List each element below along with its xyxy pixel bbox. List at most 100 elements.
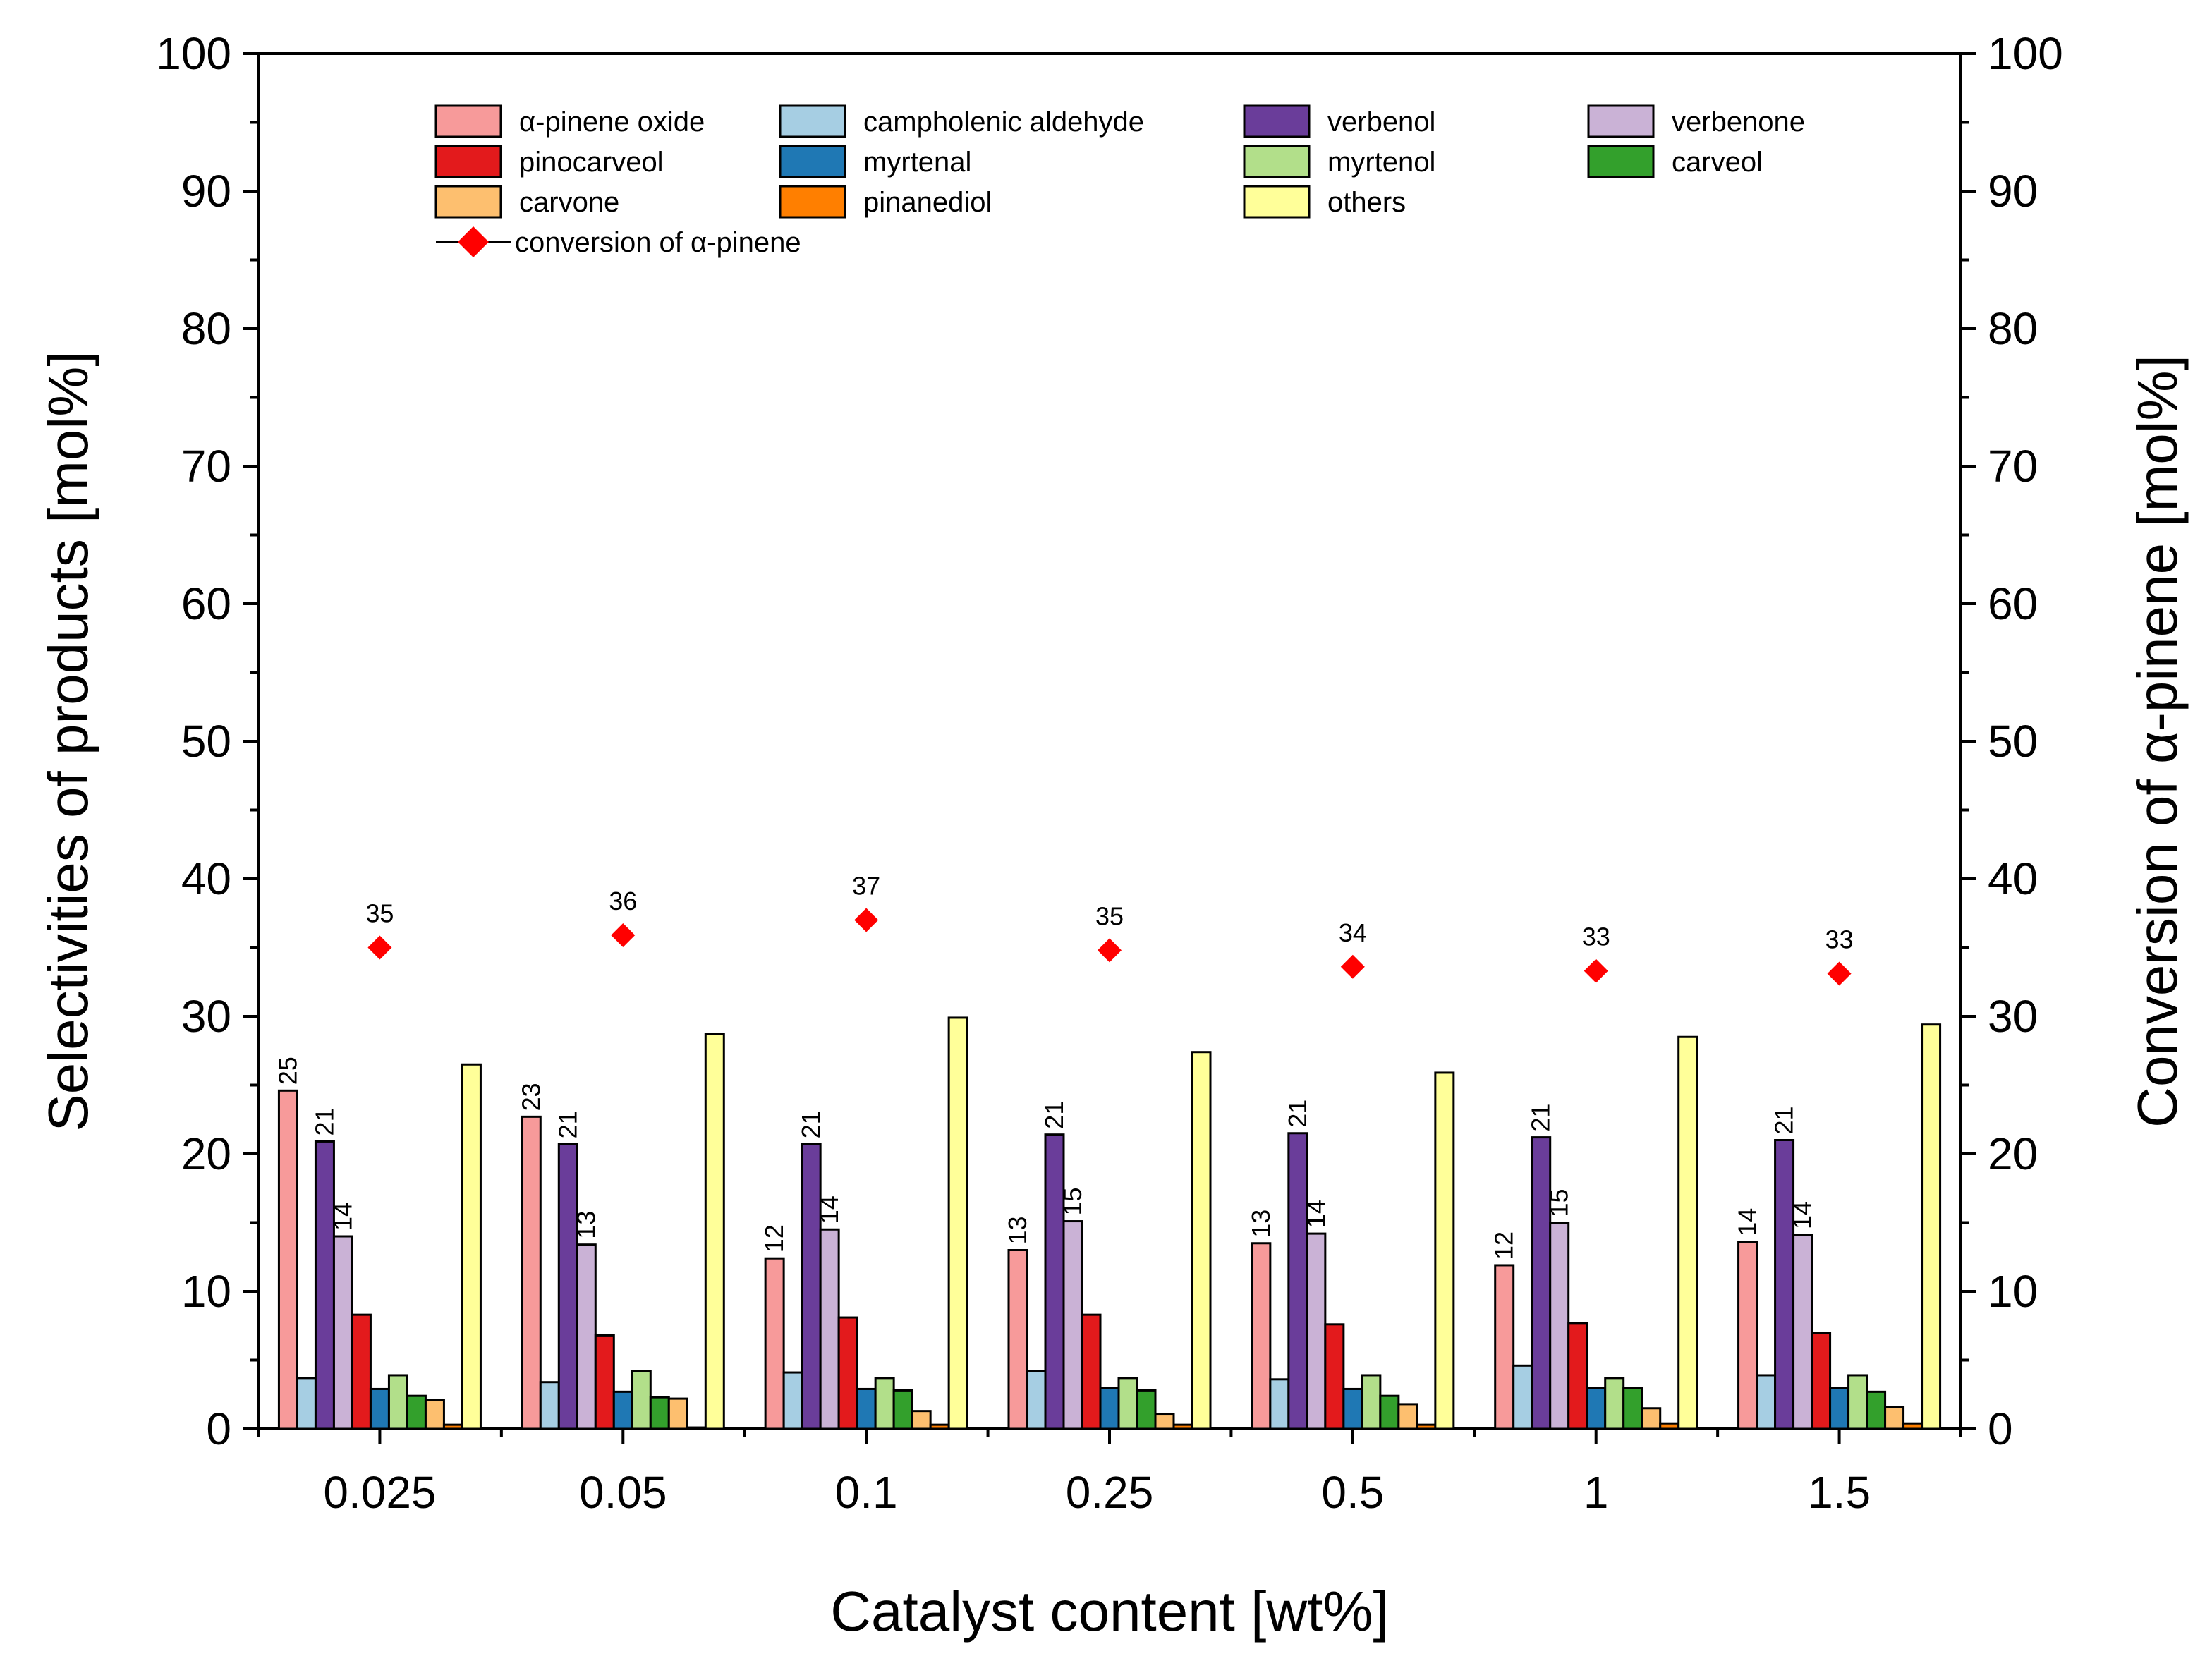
bar-myrtenol-0-05 bbox=[631, 1370, 652, 1430]
bar-pinene-oxide-1-5 bbox=[1737, 1241, 1758, 1430]
bar-pinanediol-0-1 bbox=[929, 1423, 950, 1430]
legend-label-others: others bbox=[1327, 187, 1406, 218]
bar-verbenol-0-5 bbox=[1287, 1132, 1308, 1430]
bar-carvone-0-025 bbox=[424, 1399, 445, 1430]
bar-carvone-0-1 bbox=[911, 1410, 932, 1430]
bar-label-verbenol-0-025: 21 bbox=[310, 1107, 339, 1136]
bar-myrtenol-0-1 bbox=[874, 1377, 895, 1430]
conversion-marker-1-5 bbox=[1827, 961, 1852, 986]
legend-swatch-pinanediol bbox=[779, 185, 846, 219]
bar-verbenol-1-5 bbox=[1774, 1139, 1795, 1430]
bar-verbenol-0-25 bbox=[1044, 1133, 1065, 1430]
bar-pinene-oxide-1 bbox=[1494, 1264, 1515, 1430]
bar-myrtenal-0-1 bbox=[856, 1387, 877, 1430]
y2-tick-label: 10 bbox=[1988, 1266, 2038, 1317]
y2-tick-label: 0 bbox=[1988, 1404, 2013, 1454]
bar-pinocarveol-0-25 bbox=[1081, 1313, 1102, 1430]
bar-myrtenal-0-25 bbox=[1099, 1387, 1120, 1430]
bar-myrtenol-0-5 bbox=[1361, 1374, 1382, 1430]
bar-others-1-5 bbox=[1921, 1023, 1942, 1430]
legend-label-conversion: conversion of α-pinene bbox=[515, 227, 801, 258]
y2-tick-label: 80 bbox=[1988, 303, 2038, 354]
bar-campholenic-aldehyde-0-25 bbox=[1026, 1370, 1047, 1430]
bar-myrtenol-0-25 bbox=[1117, 1377, 1138, 1430]
y-tick-label: 80 bbox=[181, 303, 231, 354]
bar-myrtenol-0-025 bbox=[387, 1374, 408, 1430]
x-tick-label-1: 1 bbox=[1584, 1467, 1609, 1518]
plot-area bbox=[257, 52, 1962, 1430]
conversion-label-0-1: 37 bbox=[852, 872, 880, 901]
bar-label-verbenol-0-25: 21 bbox=[1040, 1101, 1069, 1129]
legend-swatch-verbenone bbox=[1587, 104, 1655, 138]
bar-label-verbenone-1-5: 14 bbox=[1788, 1201, 1817, 1229]
x-axis-title: Catalyst content [wt%] bbox=[830, 1580, 1388, 1643]
legend-swatch-myrtenol bbox=[1243, 145, 1311, 178]
bar-campholenic-aldehyde-1 bbox=[1512, 1364, 1533, 1430]
bar-myrtenol-1-5 bbox=[1847, 1374, 1868, 1430]
y2-tick-label: 20 bbox=[1988, 1128, 2038, 1179]
bar-carveol-0-1 bbox=[892, 1389, 913, 1430]
y-tick-label: 50 bbox=[181, 716, 231, 767]
conversion-marker-0-05 bbox=[611, 923, 636, 947]
bar-myrtenal-1 bbox=[1586, 1387, 1607, 1430]
bar-carvone-1 bbox=[1641, 1407, 1662, 1430]
y-axis-title: Selectivities of products [mol%] bbox=[37, 351, 99, 1131]
conversion-label-0-25: 35 bbox=[1095, 901, 1124, 930]
conversion-label-0-05: 36 bbox=[609, 887, 637, 915]
bar-pinanediol-0-5 bbox=[1416, 1423, 1437, 1430]
y2-tick-label: 100 bbox=[1988, 28, 2063, 79]
legend-label-carveol: carveol bbox=[1672, 147, 1763, 178]
bar-campholenic-aldehyde-0-1 bbox=[782, 1371, 803, 1430]
y2-tick-label: 40 bbox=[1988, 853, 2038, 904]
conversion-label-1-5: 33 bbox=[1825, 925, 1854, 954]
bar-carvone-0-05 bbox=[667, 1397, 688, 1430]
legend-swatch-campholenic-aldehyde bbox=[779, 104, 846, 138]
bar-pinocarveol-0-1 bbox=[837, 1316, 858, 1430]
bar-myrtenal-1-5 bbox=[1829, 1387, 1850, 1430]
y-tick-label: 100 bbox=[156, 28, 231, 79]
bar-pinene-oxide-0-05 bbox=[521, 1115, 542, 1430]
bar-label-verbenone-1: 15 bbox=[1545, 1188, 1574, 1217]
legend-label-verbenone: verbenone bbox=[1672, 106, 1805, 138]
bar-series-group bbox=[277, 1016, 1942, 1430]
bar-pinanediol-1 bbox=[1659, 1422, 1680, 1430]
y2-tick-label: 90 bbox=[1988, 166, 2038, 217]
legend-label-pinocarveol: pinocarveol bbox=[519, 147, 664, 178]
bar-label-verbenol-1: 21 bbox=[1526, 1104, 1555, 1132]
legend-label-campholenic-aldehyde: campholenic aldehyde bbox=[863, 106, 1144, 138]
y-tick-label: 90 bbox=[181, 166, 231, 217]
bar-carveol-1-5 bbox=[1866, 1390, 1887, 1430]
legend-swatch-myrtenal bbox=[779, 145, 846, 178]
bar-pinanediol-0-25 bbox=[1172, 1423, 1193, 1430]
bar-campholenic-aldehyde-0-025 bbox=[296, 1377, 317, 1430]
x-tick-label-1-5: 1.5 bbox=[1808, 1467, 1871, 1518]
bar-verbenone-0-5 bbox=[1306, 1232, 1327, 1430]
y-tick-label: 40 bbox=[181, 853, 231, 904]
bar-verbenol-1 bbox=[1531, 1136, 1552, 1430]
y-tick-label: 30 bbox=[181, 991, 231, 1042]
bar-pinocarveol-1-5 bbox=[1811, 1332, 1832, 1430]
bar-carveol-0-25 bbox=[1136, 1389, 1157, 1430]
legend-label-pinene-oxide: α-pinene oxide bbox=[519, 106, 705, 138]
bar-carveol-0-025 bbox=[406, 1394, 427, 1430]
y2-tick-label: 30 bbox=[1988, 991, 2038, 1042]
legend-swatch-pinocarveol bbox=[435, 145, 502, 178]
bar-carveol-0-05 bbox=[649, 1396, 670, 1430]
bar-others-0-025 bbox=[461, 1063, 482, 1430]
bar-pinanediol-0-05 bbox=[686, 1426, 707, 1430]
legend-label-verbenol: verbenol bbox=[1327, 106, 1435, 138]
bar-myrtenal-0-5 bbox=[1342, 1387, 1363, 1430]
x-tick-label-0-5: 0.5 bbox=[1321, 1467, 1384, 1518]
bar-label-pinene-oxide-0-05: 23 bbox=[516, 1083, 545, 1111]
legend-marker-conversion bbox=[458, 226, 489, 257]
bar-myrtenal-0-025 bbox=[369, 1387, 390, 1430]
bar-label-verbenol-1-5: 21 bbox=[1770, 1106, 1799, 1134]
bar-others-0-5 bbox=[1434, 1071, 1455, 1430]
bar-label-pinene-oxide-0-1: 12 bbox=[760, 1224, 789, 1253]
bar-label-verbenol-0-5: 21 bbox=[1283, 1100, 1312, 1128]
legend-swatch-carveol bbox=[1587, 145, 1655, 178]
bar-campholenic-aldehyde-0-5 bbox=[1269, 1378, 1290, 1430]
conversion-marker-1 bbox=[1584, 958, 1608, 983]
bar-label-verbenone-0-025: 14 bbox=[328, 1203, 357, 1231]
